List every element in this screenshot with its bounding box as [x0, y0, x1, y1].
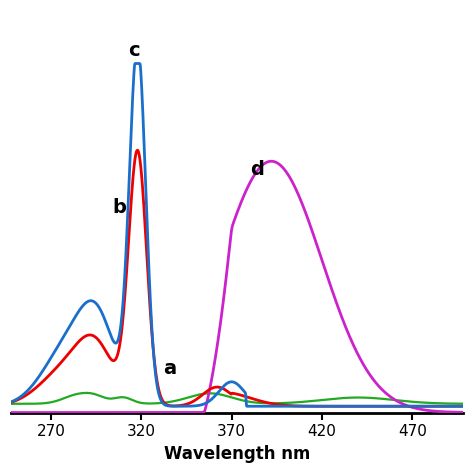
- X-axis label: Wavelength nm: Wavelength nm: [164, 445, 310, 463]
- Text: c: c: [128, 41, 140, 60]
- Text: a: a: [164, 359, 177, 378]
- Text: b: b: [113, 198, 127, 217]
- Text: d: d: [250, 160, 264, 179]
